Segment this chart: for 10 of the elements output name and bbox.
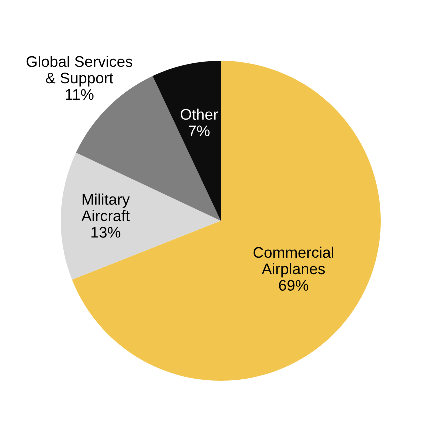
pie-slice [152, 61, 221, 221]
slice-label: Other [180, 108, 218, 120]
slice-label: Military Aircraft [82, 194, 130, 222]
data-label: 13% [92, 227, 121, 238]
slice-label: Commercial Airplanes [254, 246, 334, 278]
data-label: 11% [66, 89, 94, 100]
data-label: 7% [189, 126, 210, 136]
slice-label: Global Services & Support [26, 56, 133, 87]
pie-slice [61, 152, 221, 280]
data-label: 69% [279, 280, 309, 292]
